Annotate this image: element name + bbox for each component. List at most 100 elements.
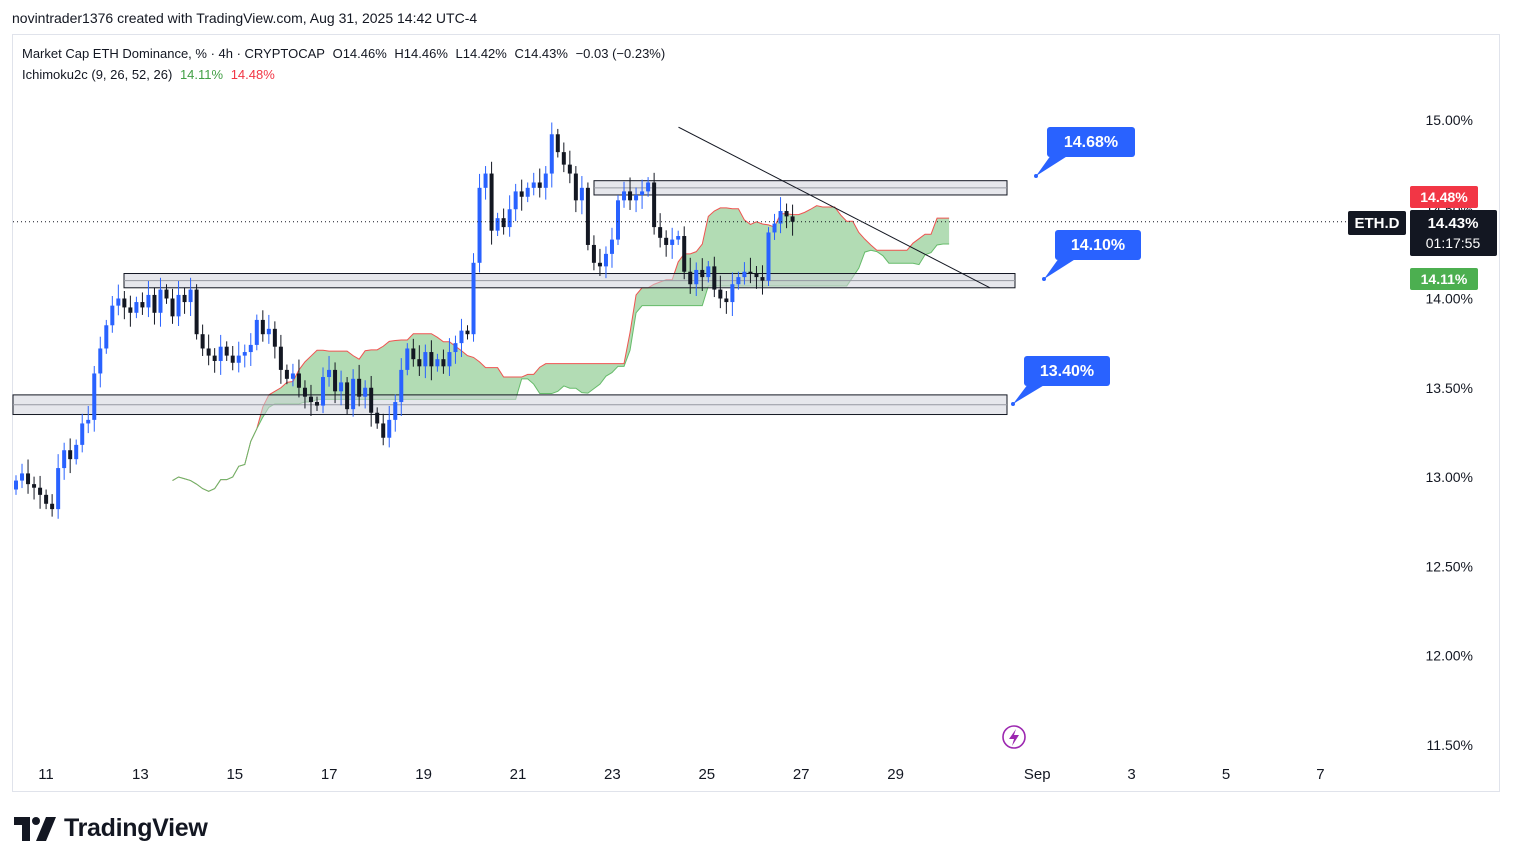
candle-body (315, 402, 319, 406)
candle-body (766, 232, 771, 281)
candle-body (248, 344, 253, 353)
x-axis-tick-label: 17 (321, 766, 338, 783)
callout-anchor (1034, 174, 1038, 178)
candle-body (92, 373, 97, 420)
candle-body (110, 305, 115, 326)
x-axis-tick-label: 25 (698, 766, 715, 783)
x-axis-tick-label: 27 (793, 766, 810, 783)
candle-body (387, 419, 392, 438)
y-axis-tick-label: 12.00% (1426, 648, 1473, 664)
x-axis-tick-label: 5 (1222, 766, 1230, 783)
candle-body (146, 294, 151, 308)
candle-body (417, 359, 422, 367)
candle-body (296, 373, 301, 388)
candle-body (658, 227, 663, 238)
candle-body (471, 262, 476, 335)
candle-body (778, 211, 783, 224)
price-callout: 14.68% (1034, 127, 1135, 178)
candle-body (423, 352, 428, 367)
x-axis-tick-label: 19 (415, 766, 432, 783)
candle-body (339, 382, 344, 392)
candle-body (477, 187, 482, 263)
ohlc-change: −0.03 (−0.23%) (575, 46, 666, 61)
ichimoku-cloud (172, 205, 950, 492)
indicator-value-1: 14.11% (179, 67, 224, 82)
candle-body (176, 294, 181, 317)
candle-body (670, 239, 675, 245)
tradingview-logo[interactable]: TradingView (14, 814, 208, 843)
candle-body (158, 289, 163, 313)
candle-body (742, 271, 747, 278)
candle-body (634, 194, 639, 201)
candle-body (357, 378, 362, 397)
candle-body (567, 164, 572, 174)
candle-body (44, 494, 49, 504)
candle-body (694, 269, 699, 285)
candle-body (200, 334, 205, 349)
candle-body (20, 473, 25, 481)
candle-body (212, 355, 217, 361)
symbol-legend[interactable]: Market Cap ETH Dominance, % · 4h · CRYPT… (22, 46, 669, 61)
candle-body (230, 355, 235, 363)
cloud-upper-edge (172, 205, 950, 492)
candle-body (561, 152, 566, 165)
candle-body (507, 209, 512, 228)
callout-tail (1044, 258, 1077, 279)
candle-body (603, 253, 608, 267)
upper-span-tag-label: 14.48% (1420, 189, 1468, 205)
upper-span-tag (1410, 186, 1478, 208)
candle-body (38, 487, 43, 495)
candle-body (483, 173, 488, 188)
candle-body (290, 373, 295, 379)
symbol-tag-label: ETH.D (1355, 215, 1400, 232)
price-callout: 13.40% (1011, 356, 1110, 406)
candle-body (363, 387, 368, 397)
last-price-tag (1410, 210, 1497, 256)
candle-body (254, 319, 259, 345)
candle-body (682, 236, 687, 272)
candle-body (345, 382, 350, 410)
brand-name: TradingView (64, 814, 208, 842)
candle-body (224, 346, 229, 356)
candle-body (14, 480, 18, 490)
candle-body (74, 444, 79, 460)
chart-caption: novintrader1376 created with TradingView… (12, 10, 478, 26)
candle-body (453, 343, 458, 353)
indicator-name: Ichimoku2c (9, 26, 52, 26) (22, 67, 173, 82)
x-axis-tick-label: 15 (226, 766, 243, 783)
candle-body (646, 182, 651, 192)
candle-body (754, 273, 759, 278)
candle-body (164, 289, 169, 299)
candle-body (489, 173, 494, 231)
candle-body (134, 302, 139, 313)
candle-body (218, 346, 223, 361)
y-axis-tick-label: 15.00% (1426, 112, 1473, 128)
candle-body (555, 134, 560, 153)
candle-body (772, 223, 777, 233)
candle-body (543, 173, 548, 188)
candle-body (98, 348, 103, 374)
ohlc-high: H14.46% (394, 46, 448, 61)
candle-body (628, 191, 633, 201)
candle-body (706, 266, 711, 278)
trendline (678, 126, 991, 289)
x-axis-tick-label: 11 (38, 766, 54, 783)
candle-body (242, 352, 247, 356)
x-axis-tick-label: 21 (510, 766, 527, 783)
candle-body (266, 328, 271, 335)
candle-body (206, 348, 211, 356)
indicator-value-2: 14.48% (230, 67, 275, 82)
candle-body (724, 298, 729, 303)
candle-body (188, 289, 193, 303)
x-axis-tick-label: 7 (1316, 766, 1324, 783)
candle-body (459, 330, 464, 344)
candle-body (688, 271, 693, 285)
candle-body (609, 239, 614, 254)
indicator-legend[interactable]: Ichimoku2c (9, 26, 52, 26) 14.11% 14.48% (22, 67, 279, 82)
candle-body (549, 134, 554, 174)
candle-body (676, 236, 681, 240)
price-callout: 14.10% (1042, 230, 1141, 281)
candle-body (519, 191, 524, 197)
candle-body (429, 352, 434, 367)
